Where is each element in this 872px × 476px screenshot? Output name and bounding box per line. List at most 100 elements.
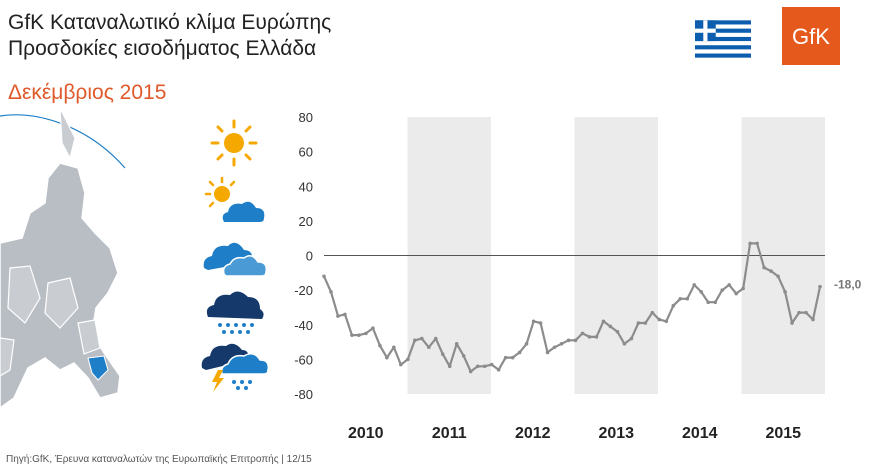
data-point <box>769 269 773 273</box>
data-point <box>538 321 543 325</box>
data-point <box>524 341 529 346</box>
data-point <box>650 310 655 315</box>
data-point <box>489 362 494 367</box>
y-tick-label: 0 <box>306 249 313 264</box>
gfk-logo: GfK <box>782 7 840 65</box>
year-label-2013: 2013 <box>598 425 634 442</box>
data-point <box>587 335 592 339</box>
data-point <box>706 300 711 305</box>
year-label-2012: 2012 <box>515 425 551 442</box>
data-point <box>755 241 759 246</box>
europe-map <box>0 108 126 409</box>
data-point <box>797 310 801 315</box>
data-point <box>608 324 613 329</box>
data-point <box>636 321 641 325</box>
data-point <box>399 362 403 367</box>
data-point <box>413 338 417 343</box>
data-point <box>790 321 794 325</box>
y-tick-label: -20 <box>294 283 313 298</box>
last-value-label: -18,0 <box>834 278 862 292</box>
data-point <box>350 333 354 337</box>
data-point <box>720 288 724 292</box>
data-point <box>496 367 501 372</box>
data-point <box>559 341 564 346</box>
y-tick-label: 60 <box>299 145 313 160</box>
data-point <box>692 283 697 287</box>
data-point <box>461 354 466 358</box>
data-point <box>762 265 766 270</box>
data-point <box>580 331 585 336</box>
data-point <box>699 290 704 294</box>
data-point <box>510 355 515 360</box>
data-point <box>371 326 375 331</box>
data-point <box>601 319 606 324</box>
data-point <box>322 274 326 279</box>
data-point <box>573 338 578 343</box>
data-point <box>657 317 662 322</box>
chart-title: GfK Καταναλωτικό κλίμα Ευρώπης Προσδοκίε… <box>8 10 331 62</box>
data-point <box>741 286 745 291</box>
data-point <box>357 333 361 337</box>
data-point <box>447 364 452 369</box>
data-point <box>727 283 731 287</box>
greece-flag-icon <box>695 20 751 58</box>
data-point <box>664 319 669 324</box>
cloud-icon <box>203 242 268 277</box>
data-point <box>685 296 690 301</box>
data-point <box>622 341 627 346</box>
year-label-2010: 2010 <box>348 425 384 442</box>
sun-icon <box>210 119 258 167</box>
y-tick-label: -40 <box>294 318 313 333</box>
data-point <box>531 319 536 324</box>
data-point <box>776 274 780 279</box>
data-point <box>392 345 396 350</box>
y-tick-label: -60 <box>294 352 313 367</box>
data-point <box>329 290 333 294</box>
income-expectations-chart: 80 60 40 20 0 -20 -40 -60 -80 2010 2011 2012 2013 201… <box>294 110 862 442</box>
storm-cloud-icon <box>201 343 270 392</box>
data-point <box>364 331 368 336</box>
source-note: Πηγή:GfK, Έρευνα καταναλωτών της Ευρωπαϊ… <box>6 454 312 465</box>
data-point <box>440 352 445 356</box>
data-point <box>566 338 571 343</box>
y-tick-label: 20 <box>299 214 313 229</box>
data-point <box>545 350 550 355</box>
title-line-2: Προσδοκίες εισοδήματος Ελλάδα <box>8 37 317 60</box>
data-point <box>433 336 438 341</box>
year-label-2014: 2014 <box>682 425 718 442</box>
data-point <box>671 303 676 308</box>
data-point <box>454 341 459 346</box>
greece-highlight <box>87 355 109 381</box>
sun-cloud-icon <box>204 176 265 222</box>
data-point <box>811 317 815 322</box>
data-point <box>343 312 347 317</box>
data-point <box>713 300 718 305</box>
data-point <box>594 335 599 339</box>
y-tick-label: 80 <box>299 110 313 125</box>
title-line-1: GfK Καταναλωτικό κλίμα Ευρώπης <box>8 11 332 34</box>
data-point <box>615 329 620 334</box>
data-point <box>482 364 487 369</box>
data-point <box>385 355 389 360</box>
data-point <box>420 336 424 341</box>
y-tick-label: -80 <box>294 387 313 402</box>
data-point <box>517 350 522 355</box>
logo-text: GfK <box>792 24 830 49</box>
data-point <box>468 369 473 374</box>
data-point <box>818 284 822 289</box>
data-point <box>503 355 508 360</box>
y-tick-label: 40 <box>299 179 313 194</box>
rain-cloud-icon <box>206 291 264 334</box>
data-point <box>804 310 808 315</box>
data-point <box>678 296 683 301</box>
period-label: Δεκέμβριος 2015 <box>8 81 167 104</box>
data-point <box>336 314 340 318</box>
data-point <box>629 336 634 341</box>
data-point <box>783 290 787 294</box>
data-point <box>426 345 431 350</box>
data-point <box>475 364 480 369</box>
year-label-2015: 2015 <box>765 425 801 442</box>
data-point <box>643 321 648 325</box>
year-label-2011: 2011 <box>432 425 467 442</box>
data-point <box>552 345 557 350</box>
